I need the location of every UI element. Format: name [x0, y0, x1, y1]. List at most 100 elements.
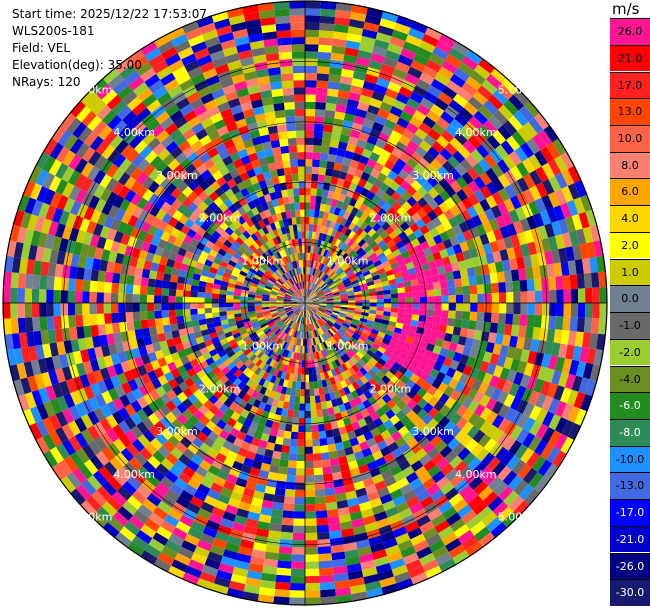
- range-gate: [465, 541, 483, 557]
- range-gate: [212, 288, 220, 294]
- range-gate: [108, 250, 118, 263]
- range-gate: [166, 338, 176, 348]
- range-gate: [117, 506, 133, 521]
- range-gate: [214, 380, 224, 390]
- range-gate: [126, 274, 135, 285]
- range-gate: [330, 368, 338, 377]
- range-gate: [218, 384, 228, 394]
- range-gate: [315, 402, 322, 411]
- range-gate: [287, 311, 294, 317]
- range-gate: [152, 532, 169, 546]
- range-gate: [444, 397, 456, 409]
- range-gate: [303, 331, 305, 339]
- range-gate: [404, 520, 420, 533]
- range-gate: [270, 311, 279, 316]
- range-gate: [300, 303, 305, 309]
- range-gate: [273, 102, 285, 112]
- range-gate: [347, 460, 359, 470]
- range-gate: [418, 436, 431, 449]
- range-gate: [48, 370, 59, 386]
- range-gate: [152, 450, 166, 464]
- range-gate: [333, 307, 341, 311]
- range-gate: [436, 476, 450, 490]
- range-gate: [345, 490, 358, 500]
- range-gate: [339, 462, 350, 472]
- range-gate: [211, 230, 222, 240]
- range-gate: [260, 334, 268, 342]
- range-gate: [561, 420, 575, 437]
- range-gate: [376, 306, 384, 312]
- range-gate: [263, 558, 278, 568]
- range-gate: [284, 488, 296, 497]
- range-gate: [326, 88, 339, 97]
- range-gate: [284, 296, 292, 300]
- range-gate: [256, 314, 264, 319]
- range-gate: [293, 315, 298, 322]
- range-gate: [184, 533, 200, 546]
- range-gate: [70, 488, 86, 506]
- range-gate: [377, 357, 387, 367]
- range-gate: [305, 338, 308, 347]
- range-gate: [305, 346, 308, 354]
- range-gate: [229, 467, 241, 478]
- range-gate: [226, 286, 235, 292]
- range-gate: [534, 476, 550, 494]
- range-gate: [249, 504, 262, 514]
- range-gate: [305, 561, 319, 569]
- range-gate: [168, 251, 178, 261]
- range-gate: [45, 205, 57, 221]
- range-gate: [104, 271, 114, 283]
- range-gate: [319, 15, 336, 25]
- range-gate: [244, 276, 253, 283]
- range-gate: [79, 218, 91, 232]
- range-gate: [47, 262, 57, 277]
- range-gate: [96, 83, 113, 100]
- range-gate: [142, 188, 154, 202]
- range-gate: [295, 475, 305, 483]
- range-gate: [29, 183, 43, 200]
- range-gate: [324, 340, 331, 348]
- range-gate: [233, 228, 243, 237]
- range-gate: [256, 476, 268, 486]
- range-gate: [575, 361, 587, 378]
- range-gate: [381, 469, 394, 481]
- range-gate: [375, 407, 386, 418]
- range-gate: [4, 255, 14, 273]
- range-gate: [329, 391, 337, 401]
- range-gate: [287, 188, 294, 197]
- range-gate: [68, 278, 77, 291]
- range-gate: [483, 312, 492, 323]
- range-gate: [335, 594, 353, 604]
- range-gate: [150, 437, 163, 451]
- range-gate: [397, 539, 414, 552]
- range-gate: [499, 344, 509, 357]
- range-gate: [385, 544, 401, 556]
- range-gate: [530, 339, 540, 353]
- range-gate: [477, 303, 485, 313]
- range-gate: [126, 443, 140, 457]
- range-gate: [297, 316, 301, 324]
- range-gate: [26, 259, 36, 275]
- range-gate: [518, 325, 527, 338]
- range-gate: [179, 514, 194, 528]
- range-gate: [87, 245, 97, 259]
- range-gate: [92, 120, 108, 136]
- range-gate: [164, 78, 180, 92]
- range-gate: [298, 289, 303, 297]
- range-gate: [192, 196, 204, 207]
- range-gate: [390, 519, 405, 532]
- range-gate: [520, 447, 535, 464]
- range-gate: [171, 33, 188, 47]
- range-gate: [277, 339, 284, 347]
- range-gate: [478, 532, 496, 548]
- range-gate: [410, 460, 424, 472]
- range-gate: [197, 286, 206, 293]
- range-gate: [296, 381, 301, 390]
- range-gate: [186, 91, 201, 104]
- range-gate: [313, 381, 319, 389]
- range-gate: [240, 306, 248, 310]
- range-gate: [155, 111, 170, 125]
- range-gate: [310, 315, 315, 323]
- range-gate: [150, 359, 161, 371]
- range-gate: [136, 258, 146, 269]
